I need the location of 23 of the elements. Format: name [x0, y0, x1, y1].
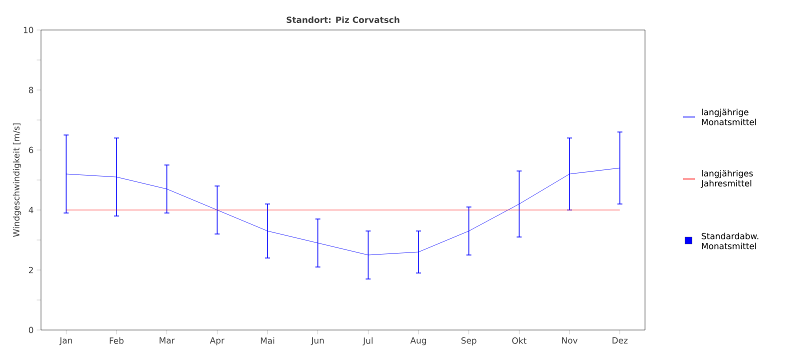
y-tick-label: 6 — [28, 146, 34, 154]
x-tick-label: Jan — [59, 337, 72, 346]
y-tick-label: 0 — [28, 326, 34, 334]
x-tick-label: Feb — [110, 337, 124, 344]
x-tick-label: Apr — [210, 337, 225, 346]
y-axis-title: Windgeschwindigkeit [m/s] — [12, 124, 22, 237]
x-tick-label: Okt — [512, 337, 526, 344]
y-tick-label: 10 — [24, 26, 34, 34]
x-tick-label: Dez — [612, 337, 628, 344]
text: Standardabw. Monatsmittel — [702, 232, 758, 250]
x-tick-label: Aug — [410, 337, 426, 346]
x-tick-label: Jun — [310, 337, 324, 346]
chart-title: Standort: Piz Corvatsch — [286, 16, 400, 23]
x-tick-label: Mar — [160, 337, 175, 344]
y-tick-label: 8 — [28, 86, 34, 94]
y-tick-label: 4 — [28, 206, 34, 214]
legend-label: langjährige Monatsmittel — [702, 108, 756, 126]
x-tick-label: Mai — [260, 337, 274, 344]
legend-label: langjähriges Jahresmittel — [700, 170, 753, 188]
x-tick-label: Sep — [461, 337, 476, 346]
x-tick-label: Nov — [562, 337, 578, 344]
x-tick-label: Jul — [362, 337, 372, 346]
y-tick-label: 2 — [28, 266, 33, 274]
